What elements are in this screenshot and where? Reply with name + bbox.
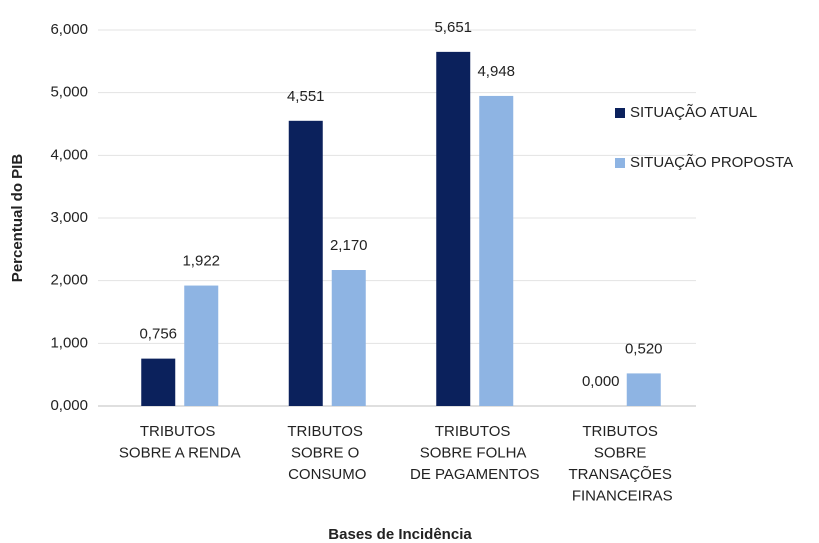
- data-label: 1,922: [182, 253, 220, 270]
- x-tick-label: TRIBUTOS SOBRE O CONSUMO: [287, 423, 367, 483]
- bar: [184, 285, 219, 406]
- data-label: 0,520: [625, 340, 663, 357]
- data-label: 5,651: [434, 19, 472, 36]
- data-label: 4,551: [287, 88, 325, 105]
- x-tick-label: TRIBUTOS SOBRE FOLHA DE PAGAMENTOS: [410, 423, 539, 483]
- legend-label: SITUAÇÃO ATUAL: [630, 104, 757, 121]
- y-tick-label: 4,000: [50, 146, 88, 163]
- y-tick-label: 1,000: [50, 334, 88, 351]
- bar: [141, 358, 176, 406]
- data-label: 4,948: [477, 63, 515, 80]
- bar: [479, 95, 514, 407]
- bar: [626, 373, 661, 406]
- y-tick-label: 0,000: [50, 397, 88, 414]
- y-axis-title: Percentual do PIB: [9, 154, 26, 283]
- bar: [331, 270, 366, 406]
- data-label: 2,170: [330, 237, 368, 254]
- legend-swatch: [615, 158, 625, 168]
- y-tick-label: 5,000: [50, 84, 88, 101]
- y-tick-label: 2,000: [50, 272, 88, 289]
- x-tick-label: TRIBUTOS SOBRE TRANSAÇÕES FINANCEIRAS: [568, 423, 676, 505]
- y-tick-label: 6,000: [50, 21, 88, 38]
- y-tick-label: 3,000: [50, 209, 88, 226]
- data-label: 0,000: [582, 373, 620, 390]
- data-label: 0,756: [139, 326, 177, 343]
- bar: [288, 120, 323, 406]
- x-tick-label: TRIBUTOS SOBRE A RENDA: [119, 423, 241, 462]
- legend-swatch: [615, 108, 625, 118]
- bar: [436, 51, 471, 406]
- legend-label: SITUAÇÃO PROPOSTA: [630, 154, 793, 171]
- x-axis-title: Bases de Incidência: [328, 526, 472, 543]
